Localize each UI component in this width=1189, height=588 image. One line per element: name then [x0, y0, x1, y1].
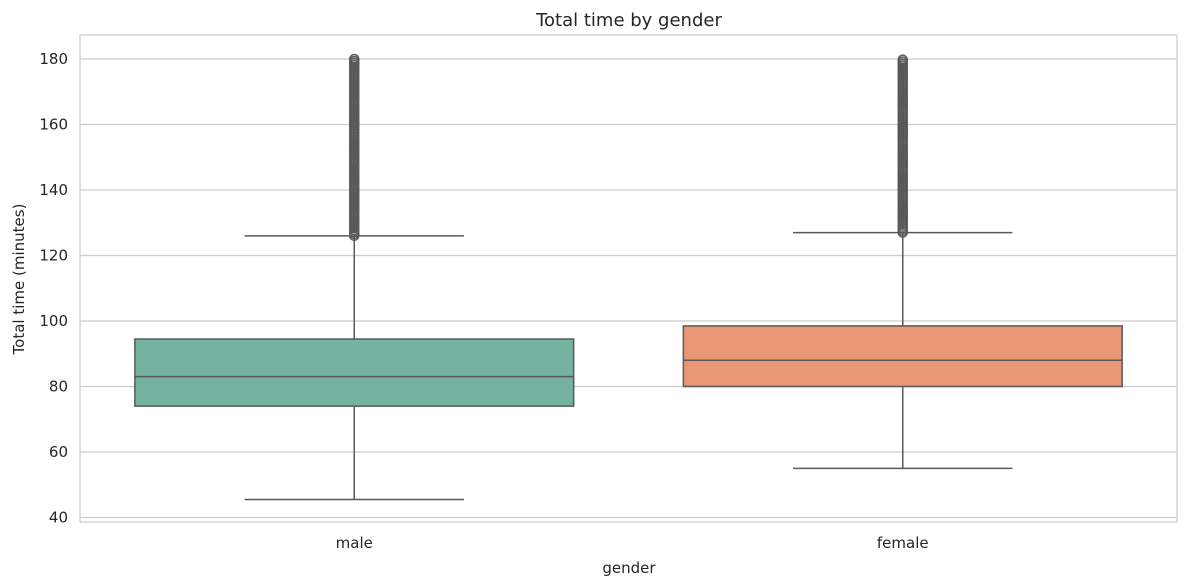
boxes [134, 53, 1123, 501]
y-tick-label-160: 160 [39, 116, 68, 134]
y-tick-label-140: 140 [39, 181, 68, 199]
y-tick-label-100: 100 [39, 312, 68, 330]
box-female [682, 325, 1123, 388]
x-axis-ticks: male female [336, 534, 929, 552]
box-group-female [682, 54, 1123, 470]
x-tick-label-male: male [336, 534, 373, 552]
y-tick-label-180: 180 [39, 50, 68, 68]
outlier-point [897, 54, 908, 65]
y-axis-label: Total time (minutes) [10, 204, 28, 356]
y-tick-label-120: 120 [39, 247, 68, 265]
outliers-female [897, 54, 908, 238]
y-tick-label-80: 80 [49, 378, 68, 396]
x-tick-label-female: female [877, 534, 929, 552]
y-axis-ticks: 40 60 80 100 120 140 160 180 [39, 50, 68, 527]
box-male [134, 338, 575, 407]
y-tick-label-60: 60 [49, 443, 68, 461]
chart-title: Total time by gender [535, 10, 722, 31]
outlier-point [349, 53, 360, 65]
grid-lines [80, 58, 1177, 519]
box-group-male [134, 53, 575, 501]
outliers-male [349, 53, 360, 242]
x-axis-label: gender [602, 559, 656, 577]
y-tick-label-40: 40 [49, 509, 68, 527]
plot-frame [79, 34, 1178, 523]
